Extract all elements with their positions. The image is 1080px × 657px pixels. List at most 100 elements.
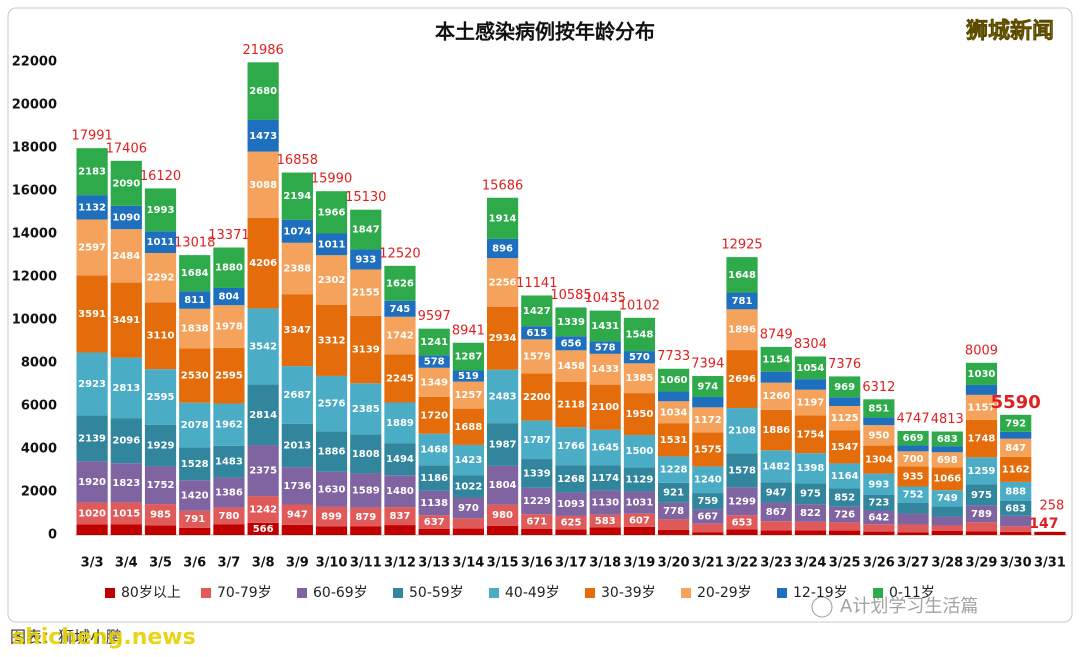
bar-segment xyxy=(692,376,724,397)
segment-label: 2680 xyxy=(249,86,277,97)
bar-segment xyxy=(76,415,108,462)
bar-segment xyxy=(384,265,416,301)
bar-segment xyxy=(658,391,690,402)
bar-segment xyxy=(350,526,382,535)
segment-label: 1483 xyxy=(215,457,243,468)
y-tick-label: 0 xyxy=(48,528,57,543)
segment-label: 1074 xyxy=(283,226,311,237)
bar-segment xyxy=(144,253,177,303)
bar-segment xyxy=(384,475,416,508)
segment-label: 879 xyxy=(355,512,376,523)
bar-segment xyxy=(521,420,553,460)
bar-segment xyxy=(521,339,553,374)
total-label: 12520 xyxy=(379,246,420,261)
bar-segment xyxy=(1000,531,1032,535)
segment-label: 1804 xyxy=(489,480,517,491)
segment-label: 2385 xyxy=(352,404,380,415)
bar-segment xyxy=(76,524,108,535)
x-tick-label: 3/4 xyxy=(115,556,138,571)
bar-segment xyxy=(589,429,621,466)
bar-segment xyxy=(486,525,519,535)
x-tick-label: 3/20 xyxy=(658,556,690,571)
bar-segment xyxy=(486,465,519,505)
bar-segment xyxy=(692,466,724,494)
bar-segment xyxy=(897,502,929,514)
bar-segment xyxy=(863,510,895,525)
segment-label: 1978 xyxy=(215,321,243,332)
bar-segment xyxy=(247,445,279,497)
segment-label: 867 xyxy=(766,507,787,518)
bar-segment xyxy=(281,504,313,525)
bar-segment xyxy=(315,375,348,432)
total-label: 15686 xyxy=(482,178,523,193)
segment-label: 1022 xyxy=(454,481,482,492)
y-tick-label: 12000 xyxy=(12,270,57,285)
total-label: 7733 xyxy=(657,349,690,364)
segment-label: 933 xyxy=(355,254,376,265)
bar-segment xyxy=(829,430,861,464)
bar-segment xyxy=(452,381,484,409)
legend-swatch xyxy=(201,588,211,598)
bar-segment xyxy=(213,524,245,535)
segment-label: 3491 xyxy=(112,315,140,326)
bar-segment xyxy=(794,483,827,505)
bar-segment xyxy=(281,242,313,295)
bar-segment xyxy=(760,371,792,383)
segment-label: 752 xyxy=(903,490,924,501)
legend-swatch xyxy=(873,588,883,598)
segment-label: 847 xyxy=(1005,443,1026,454)
bar-segment xyxy=(965,457,998,485)
segment-label: 1630 xyxy=(318,484,346,495)
bar-segment xyxy=(1000,414,1032,432)
segment-label: 749 xyxy=(937,493,958,504)
legend-label: 60-69岁 xyxy=(313,585,368,601)
y-tick-label: 2000 xyxy=(21,485,57,500)
segment-label: 1386 xyxy=(215,488,243,499)
total-label: 21986 xyxy=(242,43,283,58)
x-tick-label: 3/18 xyxy=(589,556,621,571)
bar-segment xyxy=(555,529,587,535)
segment-label: 2013 xyxy=(283,441,311,452)
segment-label: 1966 xyxy=(318,207,346,218)
x-tick-label: 3/27 xyxy=(897,556,929,571)
total-label: 16858 xyxy=(277,153,318,168)
segment-label: 726 xyxy=(834,510,855,521)
bar-segment xyxy=(144,504,177,526)
bar-segment xyxy=(794,521,827,531)
bar-segment xyxy=(692,523,724,533)
segment-label: 896 xyxy=(492,244,513,255)
segment-label: 1241 xyxy=(420,337,448,348)
bar-segment xyxy=(521,514,553,529)
bar-segment xyxy=(281,366,313,424)
bar-segment xyxy=(897,466,929,487)
chart-title: 本土感染病例按年龄分布 xyxy=(435,20,655,44)
bar-segment xyxy=(760,530,792,535)
segment-label: 519 xyxy=(458,371,479,382)
segment-label: 970 xyxy=(458,503,479,514)
segment-label: 1138 xyxy=(420,498,448,509)
bar-segment xyxy=(315,506,348,527)
bar-segment xyxy=(384,525,416,535)
segment-label: 1011 xyxy=(318,239,346,250)
y-tick-label: 4000 xyxy=(21,442,57,457)
legend-label: 40-49岁 xyxy=(505,585,560,601)
legend-swatch xyxy=(105,588,115,598)
bar-segment xyxy=(418,328,450,356)
x-tick-label: 3/8 xyxy=(252,556,275,571)
bar-segment xyxy=(110,282,142,358)
bar-segment xyxy=(794,356,827,380)
segment-label: 1157 xyxy=(968,402,996,413)
bar-segment xyxy=(110,502,142,525)
segment-label: 1886 xyxy=(318,447,346,458)
bar-segment xyxy=(794,453,827,484)
bar-segment xyxy=(658,401,690,424)
bar-segment xyxy=(521,487,553,515)
bar-segment xyxy=(281,172,313,220)
credit: 图表：狮城小鹏 xyxy=(10,628,122,647)
bar-segment xyxy=(486,258,519,307)
segment-label: 698 xyxy=(937,455,958,466)
bar-segment xyxy=(760,502,792,522)
total-label: 9597 xyxy=(418,309,451,324)
segment-label: 822 xyxy=(800,508,821,519)
bar-segment xyxy=(794,530,827,535)
